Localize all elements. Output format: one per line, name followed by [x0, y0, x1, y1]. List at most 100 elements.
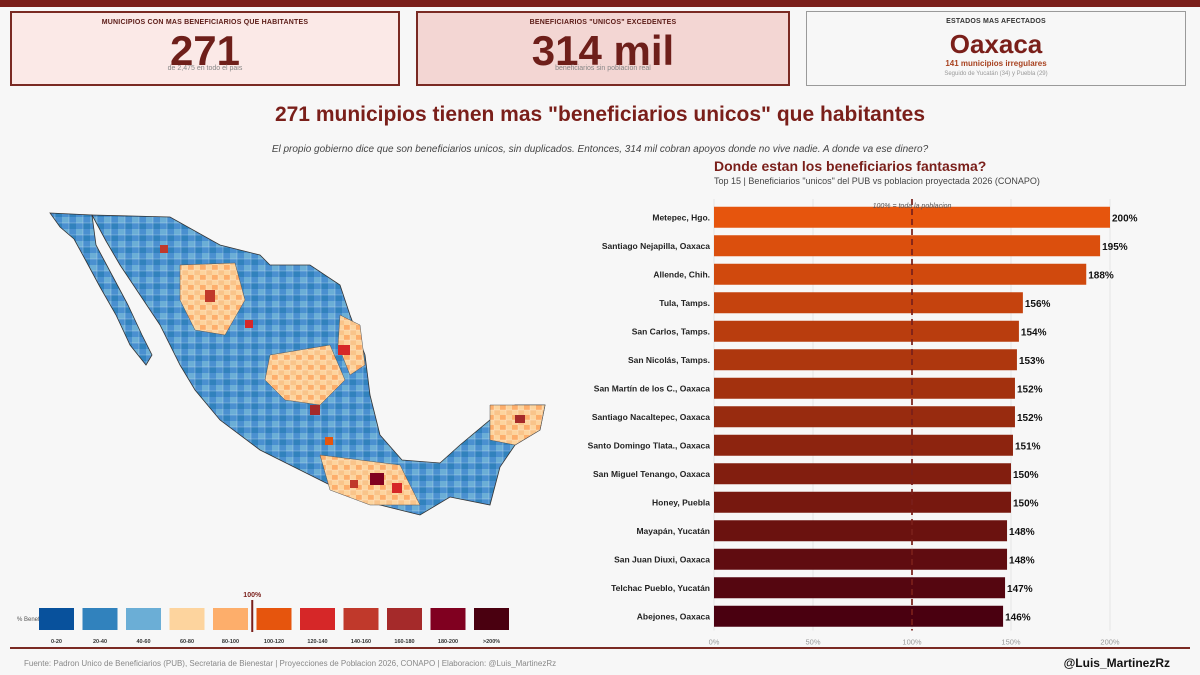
legend-swatch [256, 608, 292, 630]
bar [714, 406, 1015, 428]
hotspot-chihuahua [205, 290, 215, 302]
legend-swatch [387, 608, 422, 630]
bar [714, 491, 1011, 513]
category-label: San Nicolás, Tamps. [628, 355, 710, 365]
legend-bin-label: 180-200 [438, 639, 458, 645]
chart-title: Donde estan los beneficiarios fantasma? [714, 158, 987, 174]
bar [714, 377, 1015, 399]
legend-bin-label: 140-160 [351, 639, 371, 645]
author-handle: @Luis_MartinezRz [1063, 656, 1170, 670]
bar [714, 434, 1013, 456]
value-label: 150% [1013, 498, 1039, 509]
bar [714, 520, 1008, 542]
category-label: San Martín de los C., Oaxaca [594, 383, 710, 393]
legend-swatch [300, 608, 335, 630]
hotspot-oaxaca-3 [350, 480, 358, 488]
value-label: 147% [1007, 584, 1033, 595]
bar-chart: 0% 50% 100% 150% 200% Metepec, Hgo. 200% Santia… [588, 199, 1138, 647]
legend-swatch [82, 608, 118, 630]
category-label: Mayapán, Yucatán [636, 526, 710, 536]
kpi-value: 314 mil [531, 27, 675, 74]
category-label: Honey, Puebla [652, 497, 710, 507]
legend-bin-label: 80-100 [222, 639, 239, 645]
bar [714, 605, 1004, 627]
category-label: Allende, Chih. [653, 269, 710, 279]
bar [714, 577, 1006, 599]
gulf-orange-cluster [337, 314, 366, 376]
map-legend: % Benef 100% 0-20 20-40 40-60 60-80 80-100 10… [14, 590, 514, 650]
hotspot-yucatan [515, 415, 525, 423]
legend-svg: % Benef 100% 0-20 20-40 40-60 60-80 80-100 10… [17, 592, 509, 645]
kpi-card-municipios: MUNICIPIOS CON MAS BENEFICIARIOS QUE HAB… [10, 11, 400, 86]
legend-bin-label: 0-20 [51, 639, 62, 645]
page-subtitle: El propio gobierno dice que son benefici… [271, 144, 929, 155]
hotspot-oaxaca-2 [392, 483, 402, 493]
value-label: 188% [1088, 270, 1114, 281]
baja-california-region [49, 212, 153, 366]
legend-bin-label: 100-120 [264, 639, 284, 645]
bar [714, 320, 1019, 342]
kpi-title: BENEFICIARIOS "UNICOS" EXCEDENTES [529, 19, 677, 26]
kpi-title: MUNICIPIOS CON MAS BENEFICIARIOS QUE HAB… [101, 19, 309, 26]
x-tick-label: 50% [805, 638, 820, 647]
category-label: San Juan Diuxi, Oaxaca [614, 554, 710, 564]
legend-swatch [39, 608, 74, 630]
category-label: Santo Domingo Tlata., Oaxaca [588, 440, 711, 450]
legend-bin-label: 40-60 [136, 639, 150, 645]
legend-marker-label: 100% [243, 592, 262, 599]
legend-bin-label: 20-40 [93, 639, 107, 645]
legend-swatch [213, 608, 248, 630]
value-label: 153% [1019, 356, 1045, 367]
value-label: 152% [1017, 384, 1043, 395]
value-label: 195% [1102, 242, 1128, 253]
value-label: 146% [1005, 612, 1031, 623]
category-label: San Miguel Tenango, Oaxaca [593, 469, 710, 479]
hotspot-hidalgo [310, 405, 320, 415]
category-label: Abejones, Oaxaca [637, 611, 711, 621]
hotspot-oaxaca-1 [370, 473, 384, 485]
hotspot-durango [245, 320, 253, 328]
legend-bin-label: 160-180 [394, 639, 414, 645]
legend-bin-label: 60-80 [180, 639, 194, 645]
top-accent-bar [0, 0, 1200, 7]
yucatan-region [489, 404, 546, 446]
chart-subtitle: Top 15 | Beneficiarios "unicos" del PUB … [714, 176, 1040, 186]
mexico-choropleth-map [20, 205, 560, 545]
value-label: 154% [1021, 327, 1047, 338]
hotspot-tamaulipas [338, 345, 350, 355]
bar [714, 292, 1023, 314]
reference-line-label: 100% = toda la poblacion [873, 203, 952, 210]
kpi-subtext: Seguido de Yucatán (34) y Puebla (29) [944, 71, 1048, 77]
bar [714, 206, 1110, 228]
chart-header: Donde estan los beneficiarios fantasma? … [714, 158, 1194, 186]
category-label: San Carlos, Tamps. [632, 326, 710, 336]
legend-swatch [430, 608, 466, 630]
category-label: Tula, Tamps. [659, 298, 710, 308]
value-label: 151% [1015, 441, 1041, 452]
kpi-value: 271 [169, 27, 241, 74]
value-label: 150% [1013, 470, 1039, 481]
value-label: 148% [1009, 527, 1035, 538]
kpi-highlight: 141 municipios irregulares [945, 59, 1047, 68]
bar [714, 463, 1011, 485]
legend-bin-label: >200% [483, 639, 500, 645]
value-label: 152% [1017, 413, 1043, 424]
kpi-card-excedentes: BENEFICIARIOS "UNICOS" EXCEDENTES 314 mi… [416, 11, 790, 86]
legend-swatch [126, 608, 161, 630]
value-label: 156% [1025, 299, 1051, 310]
category-label: Santiago Nacaltepec, Oaxaca [592, 412, 710, 422]
legend-swatch [169, 608, 205, 630]
kpi-card-estados: ESTADOS MAS AFECTADOS Oaxaca 141 municip… [806, 11, 1186, 86]
page-title: 271 municipios tienen mas "beneficiarios… [274, 103, 926, 126]
kpi-title: ESTADOS MAS AFECTADOS [946, 18, 1046, 25]
bar [714, 235, 1101, 257]
value-label: 200% [1112, 213, 1138, 224]
x-tick-label: 200% [1100, 638, 1120, 647]
legend-swatch [343, 608, 379, 630]
bar [714, 349, 1017, 371]
value-label: 148% [1009, 555, 1035, 566]
map-svg [49, 212, 546, 516]
legend-bin-label: 120-140 [307, 639, 327, 645]
kpi-subtext: beneficiarios sin poblacion real [555, 65, 651, 72]
footer-source: Fuente: Padron Unico de Beneficiarios (P… [24, 659, 557, 668]
